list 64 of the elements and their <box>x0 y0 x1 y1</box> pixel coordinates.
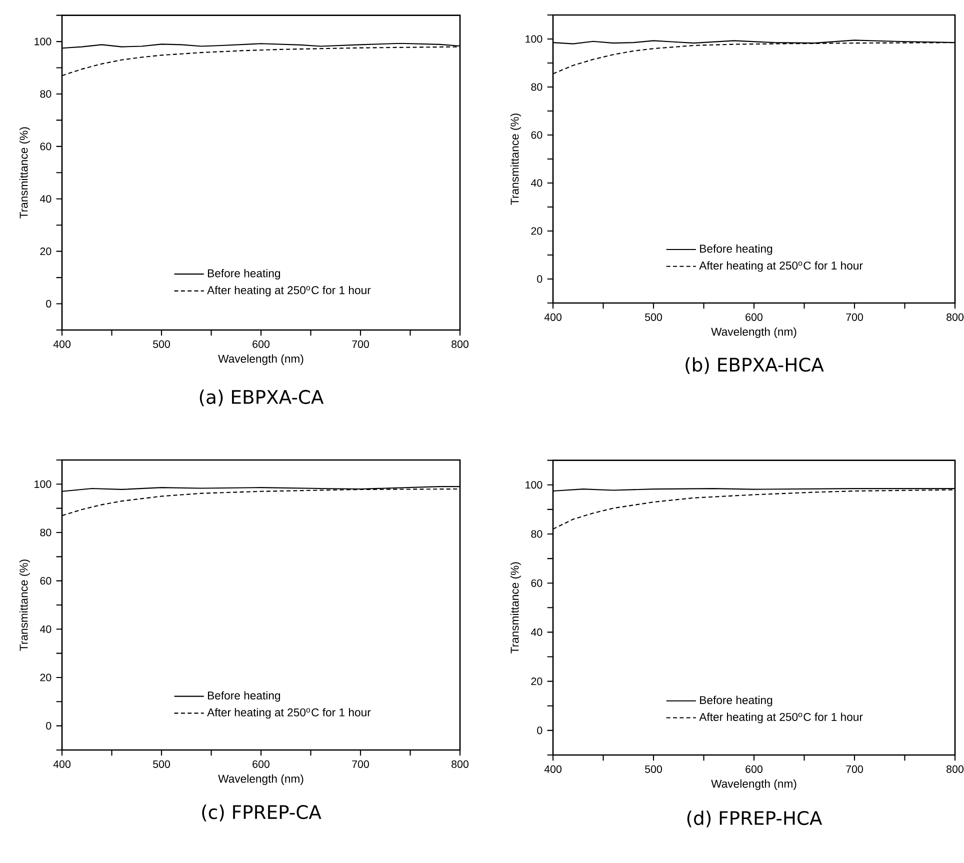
y-tick-label: 0 <box>46 300 52 308</box>
legend-label: Before heating <box>700 244 772 255</box>
x-tick-label: 500 <box>153 340 170 348</box>
y-tick-label: 0 <box>46 722 52 730</box>
x-tick-label: 800 <box>452 760 468 768</box>
x-tick-label: 700 <box>352 760 369 768</box>
y-tick-label: 20 <box>531 227 542 235</box>
y-tick-label: 40 <box>530 179 542 187</box>
x-tick-label: 700 <box>846 313 863 321</box>
x-tick-label: 600 <box>746 765 762 773</box>
y-tick-label: 80 <box>531 530 542 538</box>
y-axis-title: Transmittance (%) <box>510 114 521 205</box>
y-tick-label: 60 <box>531 131 542 139</box>
legend-label: After heating at 250$^{o}$C for 1 hour <box>207 286 371 296</box>
text: (c) FPREP-CA <box>202 804 322 822</box>
y-tick-label: 40 <box>40 195 52 203</box>
y-tick-label: 80 <box>40 90 52 98</box>
legend-label: After heating at 250$^{o}$C for 1 hour <box>699 261 863 272</box>
x-axis-title: Wavelength (nm) <box>218 774 304 785</box>
x-tick-label: 800 <box>946 765 964 773</box>
x-axis-title: Wavelength (nm) <box>711 779 796 790</box>
x-tick-label: 400 <box>53 760 70 768</box>
legend-label: Before heating <box>700 696 772 706</box>
x-tick-label: 500 <box>153 760 170 768</box>
x-tick-label: 800 <box>452 340 468 348</box>
x-axis-title: Wavelength (nm) <box>218 354 304 365</box>
y-tick-label: 40 <box>530 628 542 636</box>
x-tick-label: 600 <box>252 340 270 348</box>
y-tick-label: 40 <box>40 625 52 633</box>
x-tick-label: 400 <box>53 340 70 348</box>
legend-label: After heating at 250$^{o}$C for 1 hour <box>699 712 863 724</box>
text: (a) EBPXA-CA <box>200 390 324 406</box>
y-axis-title: Transmittance (%) <box>19 560 30 651</box>
y-tick-label: 80 <box>40 528 52 536</box>
x-tick-label: 500 <box>645 765 662 773</box>
y-tick-label: 20 <box>40 674 52 682</box>
y-tick-label: 100 <box>526 481 542 489</box>
y-tick-label: 20 <box>531 678 542 686</box>
legend-label: After heating at 250$^{o}$C for 1 hour <box>207 708 371 719</box>
y-tick-label: 0 <box>537 275 542 283</box>
y-axis-title: Transmittance (%) <box>19 127 30 218</box>
y-tick-label: 60 <box>531 579 542 587</box>
y-tick-label: 100 <box>526 35 542 43</box>
y-tick-label: 0 <box>537 726 542 734</box>
x-tick-label: 700 <box>352 340 369 348</box>
x-tick-label: 500 <box>645 313 662 321</box>
y-tick-label: 60 <box>40 142 52 150</box>
x-tick-label: 600 <box>746 313 762 321</box>
y-tick-label: 20 <box>40 248 52 256</box>
legend-label: Before heating <box>208 268 280 280</box>
y-axis-title: Transmittance (%) <box>510 562 521 654</box>
x-axis-title: Wavelength (nm) <box>711 327 796 338</box>
x-tick-label: 800 <box>946 313 964 321</box>
x-tick-label: 400 <box>544 765 562 773</box>
text: (b) EBPXA-HCA <box>686 357 824 374</box>
legend-label: Before heating <box>208 691 280 702</box>
x-tick-label: 400 <box>544 313 562 321</box>
text: (d) FPREP-HCA <box>687 810 822 828</box>
y-tick-label: 100 <box>34 480 52 488</box>
x-tick-label: 700 <box>846 765 863 773</box>
y-tick-label: 80 <box>531 83 542 91</box>
y-tick-label: 60 <box>40 577 52 585</box>
y-tick-label: 100 <box>34 38 52 46</box>
x-tick-label: 600 <box>252 760 270 768</box>
